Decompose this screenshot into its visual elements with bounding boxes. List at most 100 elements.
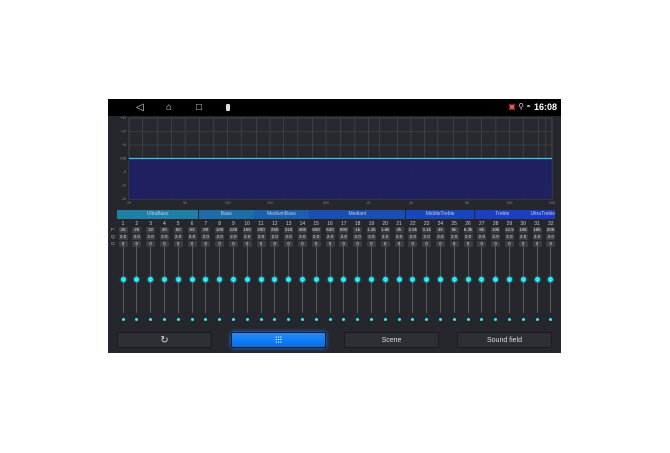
q-field[interactable]: 2.0 (477, 234, 487, 240)
gain-field[interactable]: 0 (477, 241, 487, 247)
frequency-field[interactable]: 100 (215, 227, 225, 233)
q-field[interactable]: 2.0 (132, 234, 142, 240)
gain-field[interactable]: 0 (463, 241, 473, 247)
gain-slider-knob[interactable] (148, 276, 154, 282)
q-field[interactable]: 2.0 (394, 234, 404, 240)
q-field[interactable]: 2.0 (532, 234, 542, 240)
frequency-field[interactable]: 32 (146, 227, 156, 233)
gain-slider-knob[interactable] (465, 276, 471, 282)
q-field[interactable]: 2.0 (504, 234, 514, 240)
gain-slider-knob[interactable] (493, 276, 499, 282)
frequency-field[interactable]: 12.5 (504, 227, 514, 233)
gain-field[interactable]: 0 (532, 241, 542, 247)
scene-button[interactable]: Scene (344, 332, 439, 348)
q-field[interactable]: 2.0 (284, 234, 294, 240)
gain-slider-knob[interactable] (368, 276, 374, 282)
gain-slider-knob[interactable] (258, 276, 264, 282)
q-field[interactable]: 2.0 (339, 234, 349, 240)
gain-slider-knob[interactable] (272, 276, 278, 282)
q-field[interactable]: 2.0 (449, 234, 459, 240)
gain-field[interactable]: 0 (256, 241, 266, 247)
gain-slider-knob[interactable] (479, 276, 485, 282)
gain-field[interactable]: 0 (380, 241, 390, 247)
q-field[interactable]: 2.0 (242, 234, 252, 240)
gain-slider-knob[interactable] (175, 276, 181, 282)
frequency-field[interactable]: 20 (118, 227, 128, 233)
gain-field[interactable]: 0 (118, 241, 128, 247)
q-field[interactable]: 2.0 (353, 234, 363, 240)
q-field[interactable]: 2.0 (270, 234, 280, 240)
gain-field[interactable]: 0 (449, 241, 459, 247)
gain-field[interactable]: 0 (518, 241, 528, 247)
frequency-field[interactable]: 5k (449, 227, 459, 233)
gain-slider-knob[interactable] (548, 276, 554, 282)
gain-field[interactable]: 0 (311, 241, 321, 247)
q-field[interactable]: 2.0 (408, 234, 418, 240)
gain-field[interactable]: 0 (284, 241, 294, 247)
gain-field[interactable]: 0 (132, 241, 142, 247)
gain-slider-knob[interactable] (341, 276, 347, 282)
q-field[interactable]: 2.0 (118, 234, 128, 240)
gain-slider-knob[interactable] (313, 276, 319, 282)
gain-slider-knob[interactable] (120, 276, 126, 282)
q-field[interactable]: 2.0 (366, 234, 376, 240)
frequency-field[interactable]: 16k (518, 227, 528, 233)
q-field[interactable]: 2.0 (159, 234, 169, 240)
back-icon[interactable]: ◁ (136, 102, 144, 113)
frequency-field[interactable]: 50 (173, 227, 183, 233)
frequency-field[interactable]: 10k (491, 227, 501, 233)
q-field[interactable]: 2.0 (463, 234, 473, 240)
gain-slider-knob[interactable] (286, 276, 292, 282)
gain-slider-knob[interactable] (244, 276, 250, 282)
q-field[interactable]: 2.0 (380, 234, 390, 240)
frequency-field[interactable]: 630 (325, 227, 335, 233)
home-icon[interactable]: ⌂ (166, 102, 173, 113)
frequency-field[interactable]: 200 (256, 227, 266, 233)
frequency-field[interactable]: 8k (477, 227, 487, 233)
frequency-field[interactable]: 6.3k (463, 227, 473, 233)
gain-slider-knob[interactable] (424, 276, 430, 282)
gain-slider-knob[interactable] (217, 276, 223, 282)
gain-slider-knob[interactable] (410, 276, 416, 282)
frequency-field[interactable]: 63 (187, 227, 197, 233)
gain-field[interactable]: 0 (297, 241, 307, 247)
gain-field[interactable]: 0 (228, 241, 238, 247)
q-field[interactable]: 2.0 (325, 234, 335, 240)
gain-slider-knob[interactable] (230, 276, 236, 282)
q-field[interactable]: 2.0 (201, 234, 211, 240)
gain-slider-knob[interactable] (520, 276, 526, 282)
frequency-field[interactable]: 80 (201, 227, 211, 233)
frequency-field[interactable]: 500 (311, 227, 321, 233)
q-field[interactable]: 2.0 (435, 234, 445, 240)
recents-icon[interactable]: □ (196, 102, 203, 113)
frequency-field[interactable]: 1.6k (380, 227, 390, 233)
frequency-field[interactable]: 2.5k (408, 227, 418, 233)
q-field[interactable]: 2.0 (173, 234, 183, 240)
gain-field[interactable]: 0 (201, 241, 211, 247)
gain-slider-knob[interactable] (189, 276, 195, 282)
gain-slider-knob[interactable] (134, 276, 140, 282)
gain-field[interactable]: 0 (422, 241, 432, 247)
gain-field[interactable]: 0 (146, 241, 156, 247)
frequency-field[interactable]: 160 (242, 227, 252, 233)
frequency-field[interactable]: 18k (532, 227, 542, 233)
gain-slider-knob[interactable] (451, 276, 457, 282)
gain-field[interactable]: 0 (353, 241, 363, 247)
q-field[interactable]: 2.0 (187, 234, 197, 240)
gain-field[interactable]: 0 (435, 241, 445, 247)
gain-field[interactable]: 0 (408, 241, 418, 247)
gain-field[interactable]: 0 (546, 241, 556, 247)
frequency-field[interactable]: 2k (394, 227, 404, 233)
frequency-field[interactable]: 250 (270, 227, 280, 233)
q-field[interactable]: 2.0 (311, 234, 321, 240)
q-field[interactable]: 2.0 (422, 234, 432, 240)
gain-field[interactable]: 0 (339, 241, 349, 247)
gain-slider-knob[interactable] (161, 276, 167, 282)
frequency-field[interactable]: 315 (284, 227, 294, 233)
frequency-field[interactable]: 25 (132, 227, 142, 233)
gain-field[interactable]: 0 (242, 241, 252, 247)
frequency-field[interactable]: 4k (435, 227, 445, 233)
frequency-field[interactable]: 400 (297, 227, 307, 233)
gain-slider-knob[interactable] (506, 276, 512, 282)
gain-field[interactable]: 0 (394, 241, 404, 247)
